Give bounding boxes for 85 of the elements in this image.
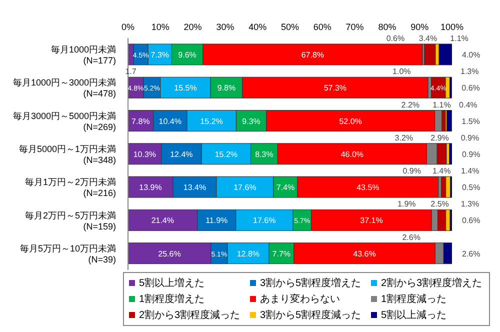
bar [449,143,452,165]
data-label: 1.3% [460,200,480,209]
data-label: 1.4% [432,166,451,176]
data-label: 4.0% [462,50,480,60]
x-tick-label: 70% [346,22,364,32]
data-label: 7.3% [150,50,170,60]
legend-label: 5割以上減った [381,308,447,322]
x-tick-label: 20% [184,22,202,32]
data-label: 7.8% [132,116,150,126]
data-label: 8.3% [255,150,274,159]
x-tick-label: 60% [313,22,332,32]
data-label: 12.8% [236,249,260,258]
data-label: 1.0% [392,67,411,76]
data-label: 21.4% [151,216,174,226]
x-tick-label: 50% [280,22,300,32]
data-label: 13.9% [139,183,162,192]
data-label: 52.0% [339,116,362,126]
x-tick-label: 40% [248,22,267,32]
data-label: 43.6% [353,249,376,258]
x-tick-label: 10% [151,22,170,32]
data-label: 25.6% [158,249,181,258]
data-label: 15.2% [200,116,223,126]
data-label: 9.6% [178,50,196,60]
data-label: 0.6% [462,216,480,226]
data-label: 15.5% [174,84,197,93]
x-tick-label: 80% [378,22,396,32]
legend-label: 2割から3割程度減った [139,308,240,322]
data-label: 12.4% [170,150,193,159]
data-label: 3.2% [394,133,414,142]
data-label: 2.6% [402,232,420,242]
y-tick-label: 毎月1万円～2万円未満 (N=216) [24,177,116,198]
data-label: 0.6% [462,84,480,93]
bar [424,44,436,66]
data-label: 1.5% [462,116,480,126]
data-label: 9.8% [217,84,236,93]
y-tick-label: 毎月1000円未満 (N=177) [50,44,116,66]
x-tick-label: 0% [121,22,135,32]
data-label: 0.9% [462,150,480,159]
legend-label: 5割以上増えた [139,276,205,290]
data-label: 17.6% [234,183,256,192]
data-label: 11.9% [206,216,228,226]
data-label: 13.4% [183,183,206,192]
legend-label: 3割から5割程度増えた [260,276,362,290]
data-label: 0.5% [462,183,480,192]
legend-label: 3割から5割程度減った [260,308,362,322]
data-label: 10.4% [158,116,182,126]
data-label: 7.4% [276,183,295,192]
data-label: 7.7% [272,249,291,258]
data-label: 1.1% [450,34,468,43]
data-label: 46.0% [340,150,364,159]
data-label: 15.2% [214,150,238,159]
legend-label: あまり変わらない [260,292,340,306]
legend-label: 1割程度減った [381,292,447,306]
data-label: 37.1% [360,216,383,226]
data-label: 0.9% [402,166,421,176]
data-label: 0.9% [460,133,480,142]
x-tick-label: 30% [216,22,234,32]
data-label: 9.3% [242,116,260,126]
y-tick-label: 毎月5000円～1万円未満 (N=348) [18,144,116,165]
data-label: 3.4% [418,34,438,43]
data-label: 1.4% [460,166,480,176]
data-label: 43.5% [356,183,380,192]
data-label: 2.6% [462,249,480,258]
data-label: 1.1% [432,100,451,110]
legend-label: 2割から3割程度増えた [381,276,482,290]
data-label: 17.6% [253,216,276,226]
bar [441,176,446,198]
y-tick-label: 毎月1000円～3000円未満 (N=478) [12,78,116,99]
bar [438,44,452,66]
data-label: 57.3% [324,84,347,93]
y-tick-label: 毎月5万円～10万円未満 (N=39) [20,243,116,264]
data-label: 2.9% [430,133,449,142]
data-label: 2.5% [430,200,449,209]
x-tick-label: 90% [410,22,429,32]
data-label: 1.9% [398,200,416,209]
data-label: 10.3% [133,150,156,159]
data-label: 0.6% [386,34,405,43]
data-label: 0.4% [459,100,478,110]
data-label: 2.2% [401,100,420,110]
legend-label: 1割程度増えた [139,292,205,306]
data-label: 67.8% [301,50,324,60]
data-label: 1.3% [460,67,479,76]
y-tick-label: 毎月3000円～5000円未満 (N=269) [12,110,116,132]
x-tick-label: 100% [440,22,464,32]
y-tick-label: 毎月2万円～5万円未満 (N=159) [24,210,116,232]
